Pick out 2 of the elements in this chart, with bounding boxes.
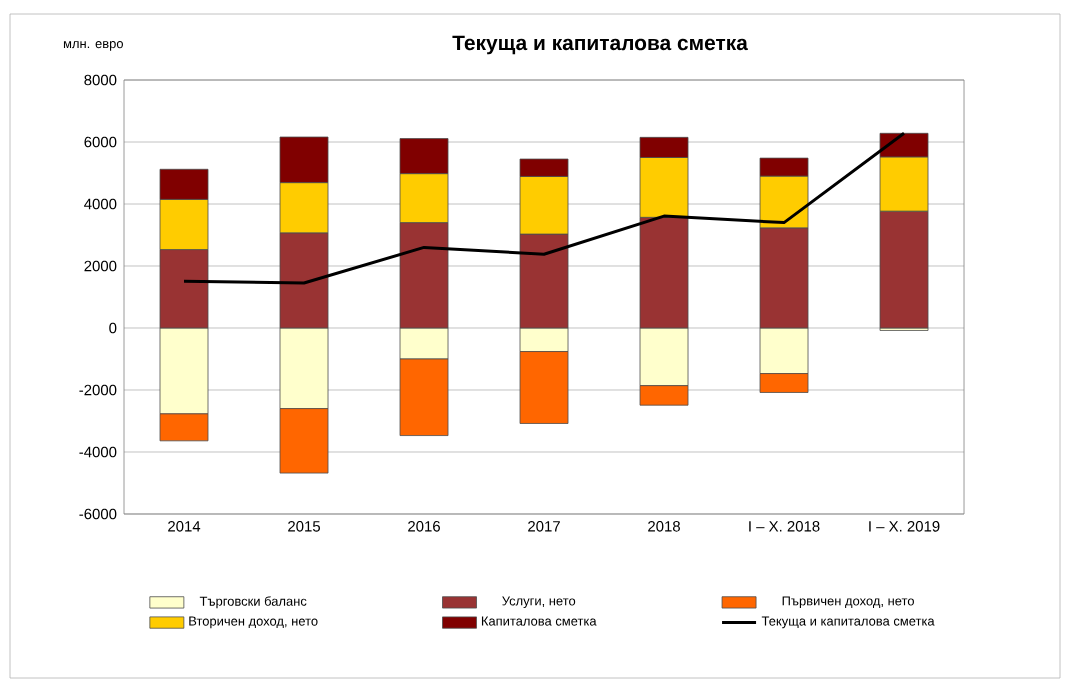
chart-title: Текуща и капиталова сметка: [452, 35, 748, 55]
line-series: [182, 131, 906, 285]
